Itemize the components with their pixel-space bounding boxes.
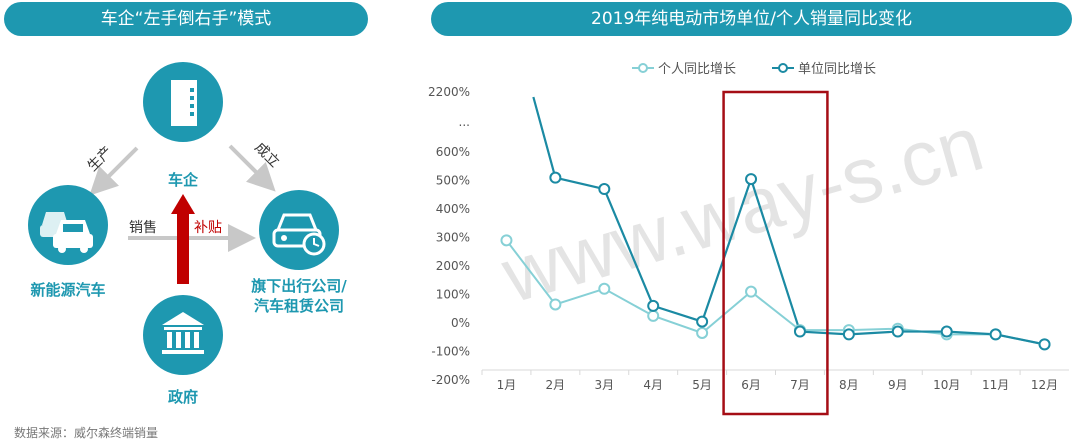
cars-icon: [40, 212, 93, 253]
data-point: [940, 325, 953, 338]
y-tick-label: ...: [459, 115, 470, 129]
chart-title-banner: 2019年纯电动市场单位/个人销量同比变化: [431, 2, 1072, 36]
x-axis: 1月 2月 3月 4月 5月 6月 7月 8月 9月 10月 11月 12月: [481, 370, 1058, 392]
source-note: 数据来源：威尔森终端销量: [14, 426, 159, 440]
x-tick-label: 5月: [692, 378, 712, 392]
watermark: www.way-s.cn: [492, 99, 992, 320]
subsidy-arrow-shaft: [177, 212, 189, 284]
x-tick-label: 2月: [546, 378, 566, 392]
establish-arrow: [228, 144, 276, 192]
data-point: [745, 285, 758, 298]
y-tick-label: 500%: [436, 174, 470, 188]
data-point: [549, 298, 562, 311]
flow-diagram: 生产 成立 销售 补贴 车企 新能源汽车 旗下出行公司/ 汽车租赁公司: [28, 62, 347, 406]
y-tick-label: 100%: [436, 288, 470, 302]
y-tick-label: 200%: [436, 259, 470, 273]
data-point: [696, 315, 709, 328]
x-tick-label: 11月: [982, 378, 1009, 392]
automaker-label: 车企: [168, 171, 199, 189]
x-tick-label: 6月: [741, 378, 761, 392]
data-point: [1038, 338, 1051, 351]
legend-swatch-marker: [638, 63, 648, 73]
government-label: 政府: [168, 388, 198, 406]
x-tick-label: 1月: [497, 378, 517, 392]
data-point: [500, 234, 513, 247]
highlight-box: [722, 90, 829, 416]
subsidiary-label-line2: 汽车租赁公司: [254, 297, 344, 315]
subsidy-label: 补贴: [194, 220, 222, 236]
data-point: [842, 328, 855, 341]
legend-swatch-marker: [778, 63, 788, 73]
y-tick-label: 600%: [436, 145, 470, 159]
nev-label: 新能源汽车: [30, 281, 105, 299]
legend-label: 单位同比增长: [798, 62, 876, 77]
legend: 个人同比增长 单位同比增长: [632, 62, 876, 77]
data-point: [745, 173, 758, 186]
produce-arrow: [89, 146, 139, 196]
y-tick-label: 0%: [451, 316, 470, 330]
series-line-1: [505, 239, 1045, 346]
subsidiary-label-line1: 旗下出行公司/: [251, 277, 347, 295]
legend-label: 个人同比增长: [658, 62, 736, 77]
data-point: [598, 282, 611, 295]
series-line-2: [532, 96, 1045, 346]
x-tick-label: 10月: [933, 378, 960, 392]
series-lines: [505, 96, 1045, 346]
data-point: [647, 309, 660, 322]
series-points: [500, 171, 1051, 351]
y-tick-label: 2200%: [428, 85, 470, 99]
x-tick-label: 8月: [839, 378, 859, 392]
data-point: [989, 328, 1002, 341]
produce-label: 生产: [85, 144, 116, 175]
subsidy-arrow-head: [171, 194, 195, 214]
y-tick-label: -100%: [431, 345, 470, 359]
government-node: [143, 295, 223, 375]
data-point: [696, 326, 709, 339]
data-point: [549, 171, 562, 184]
x-tick-label: 9月: [888, 378, 908, 392]
data-point: [598, 183, 611, 196]
y-tick-label: -200%: [431, 373, 470, 387]
sales-label: 销售: [129, 220, 157, 236]
x-tick-label: 4月: [643, 378, 663, 392]
x-tick-label: 7月: [790, 378, 810, 392]
x-tick-label: 12月: [1031, 378, 1058, 392]
data-point: [647, 299, 660, 312]
y-tick-label: 400%: [436, 202, 470, 216]
y-tick-label: 300%: [436, 231, 470, 245]
y-axis: 2200%... 600% 500% 400% 300% 200% 100% 0% -100% -…: [428, 85, 470, 387]
x-tick-label: 3月: [594, 378, 614, 392]
line-chart: www.way-s.cn 个人同比增长 单位同比增长 2200%... 600% 50…: [428, 62, 1069, 416]
government-building-icon: [162, 312, 204, 354]
establish-label: 成立: [251, 140, 282, 171]
building-icon: [171, 80, 197, 126]
car-clock-icon: [272, 213, 326, 256]
data-point: [793, 325, 806, 338]
left-title-banner: 车企“左手倒右手”模式: [4, 2, 368, 36]
data-point: [891, 325, 904, 338]
